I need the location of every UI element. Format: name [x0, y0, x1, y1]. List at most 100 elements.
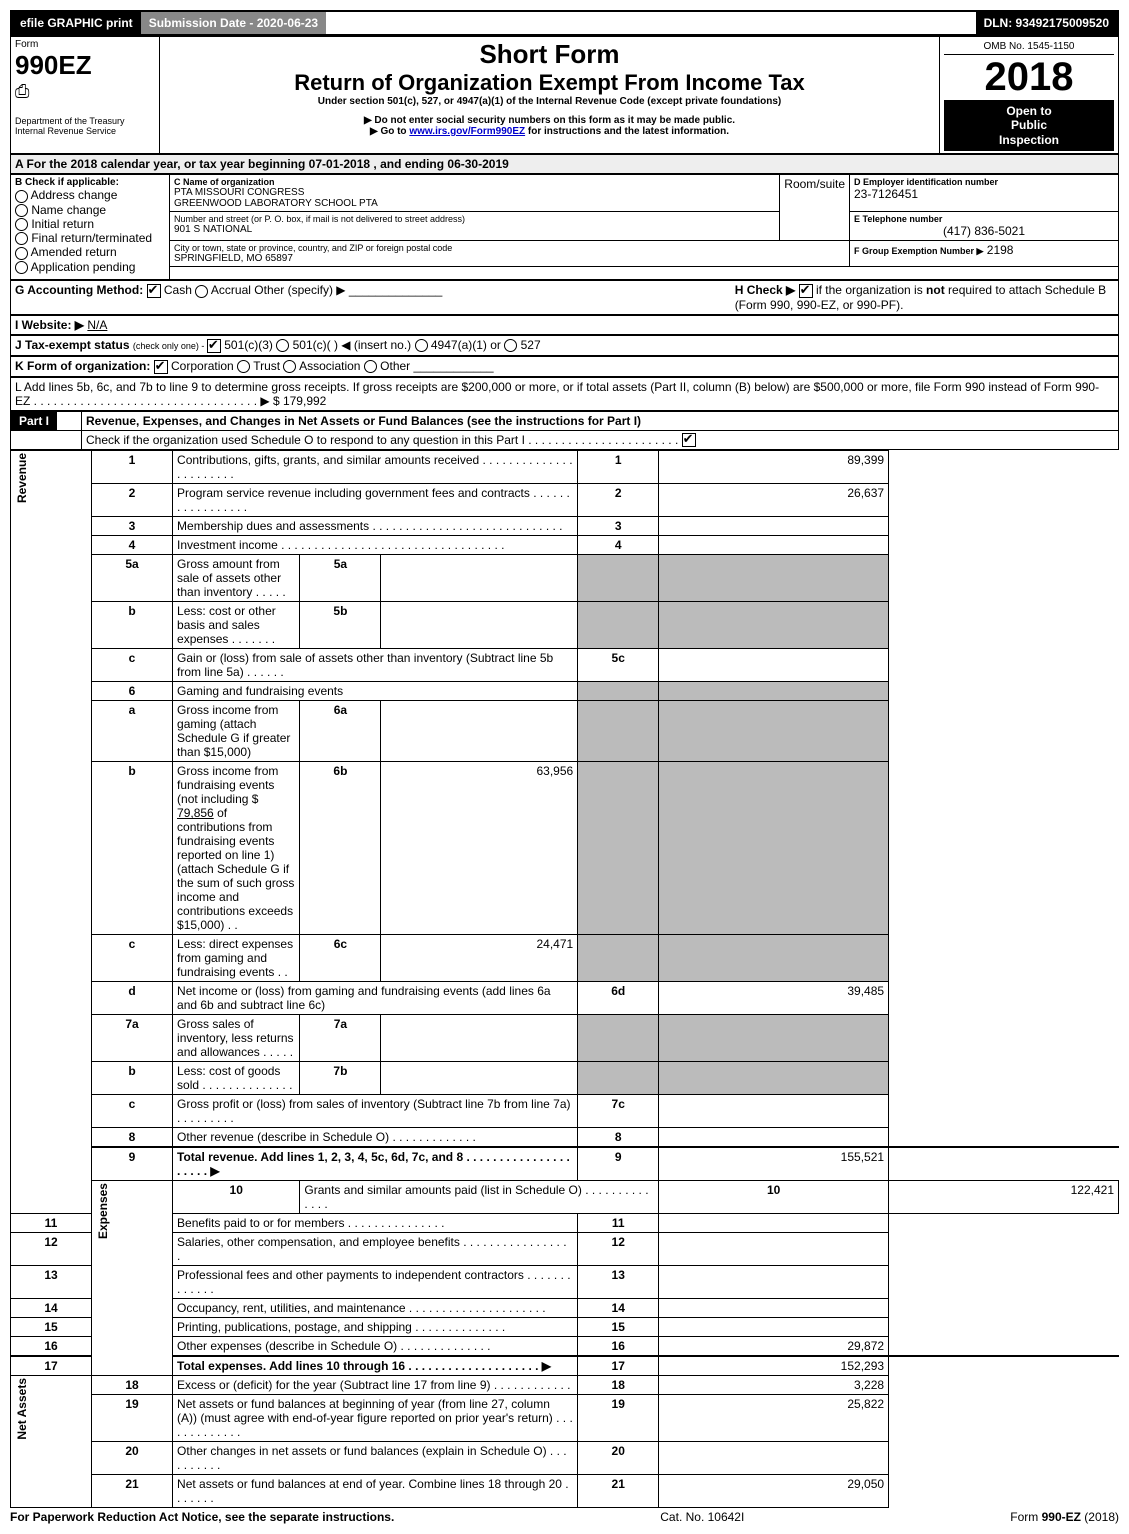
sub-val: 24,471: [381, 935, 578, 982]
sub-val: 63,956: [381, 762, 578, 935]
part-i-label: Part I: [11, 412, 57, 430]
row-val: [659, 1095, 889, 1128]
name-change-radio[interactable]: [15, 204, 28, 217]
opt-corporation: Corporation: [171, 359, 234, 373]
schedule-o-checkbox[interactable]: [682, 433, 696, 447]
row-num: 5a: [92, 555, 173, 602]
line-h-not: not: [926, 283, 945, 297]
form-word: Form: [15, 39, 155, 50]
row-num: b: [92, 602, 173, 649]
cash-checkbox[interactable]: [147, 284, 161, 298]
irs-link[interactable]: www.irs.gov/Form990EZ: [409, 126, 525, 137]
row-num: 20: [92, 1442, 173, 1475]
addr-change-radio[interactable]: [15, 190, 28, 203]
top-bar: efile GRAPHIC print Submission Date - 20…: [10, 10, 1119, 36]
period-end: 06-30-2019: [447, 157, 508, 171]
assoc-radio[interactable]: [283, 360, 296, 373]
opt-501c: 501(c)( ) ◀ (insert no.): [293, 338, 412, 352]
city-label: City or town, state or province, country…: [174, 243, 845, 253]
row-num: 16: [11, 1337, 92, 1357]
row-desc: Grants and similar amounts paid (list in…: [300, 1181, 659, 1214]
app-pending-radio[interactable]: [15, 261, 28, 274]
opt-501c3: 501(c)(3): [224, 338, 273, 352]
addr-label: Number and street (or P. O. box, if mail…: [174, 214, 775, 224]
row-ref: 13: [578, 1266, 659, 1299]
line-h-text3: (Form 990, 990-EZ, or 990-PF).: [735, 298, 904, 312]
other-org-radio[interactable]: [364, 360, 377, 373]
efile-graphic-print[interactable]: efile GRAPHIC print: [12, 12, 141, 34]
period-begin: 07-01-2018: [309, 157, 370, 171]
row-ref: 18: [578, 1376, 659, 1395]
inspect-line3: Inspection: [999, 133, 1059, 147]
corp-checkbox[interactable]: [154, 360, 168, 374]
dept-treasury: Department of the Treasury: [15, 116, 155, 126]
row-ref: 14: [578, 1299, 659, 1318]
sub-num: 5a: [300, 555, 381, 602]
row-val: [659, 1266, 889, 1299]
sub-num: 6c: [300, 935, 381, 982]
sub-num: 7b: [300, 1062, 381, 1095]
row-num: 6: [92, 682, 173, 701]
initial-return-radio[interactable]: [15, 218, 28, 231]
row-desc: Contributions, gifts, grants, and simila…: [173, 451, 578, 484]
accrual-label: Accrual: [211, 283, 251, 297]
line-i-label: I Website: ▶: [15, 318, 84, 332]
row-num: 10: [173, 1181, 300, 1214]
opt-name-change: Name change: [31, 203, 106, 217]
other-specify-label: Other (specify) ▶: [254, 283, 345, 297]
schedule-b-checkbox[interactable]: [799, 284, 813, 298]
revenue-side-label: Revenue: [15, 453, 29, 503]
row-desc: Other expenses (describe in Schedule O) …: [173, 1337, 578, 1357]
row-num: 18: [92, 1376, 173, 1395]
row-desc: Net assets or fund balances at end of ye…: [173, 1475, 578, 1508]
line-h-text1: if the organization is: [816, 283, 926, 297]
row-val: [659, 1299, 889, 1318]
line-j-note: (check only one) -: [133, 341, 207, 351]
row-ref: 21: [578, 1475, 659, 1508]
trust-radio[interactable]: [237, 360, 250, 373]
opt-address-change: Address change: [31, 188, 118, 202]
accrual-radio[interactable]: [195, 285, 208, 298]
501c-radio[interactable]: [276, 339, 289, 352]
501c3-checkbox[interactable]: [207, 339, 221, 353]
footer-right: Form 990-EZ (2018): [1010, 1510, 1119, 1524]
sub-val: [381, 1062, 578, 1095]
line-g-label: G Accounting Method:: [15, 283, 143, 297]
part-i-title: Revenue, Expenses, and Changes in Net As…: [82, 411, 1119, 430]
part-i-table: Revenue 1 Contributions, gifts, grants, …: [10, 450, 1119, 1508]
line-h-label: H Check ▶: [735, 283, 796, 297]
527-radio[interactable]: [504, 339, 517, 352]
l6b-amt: 79,856: [177, 806, 214, 820]
row-desc: Gain or (loss) from sale of assets other…: [173, 649, 578, 682]
row-val: 29,050: [659, 1475, 889, 1508]
row-num: 13: [11, 1266, 92, 1299]
row-ref: 15: [578, 1318, 659, 1337]
row-num: a: [92, 701, 173, 762]
amended-return-radio[interactable]: [15, 247, 28, 260]
sub-val: [381, 701, 578, 762]
row-ref: 6d: [578, 982, 659, 1015]
row-desc: Less: cost of goods sold . . . . . . . .…: [173, 1062, 300, 1095]
gray-cell: [578, 555, 659, 602]
box-c-label: C Name of organization: [174, 177, 775, 187]
row-num: 11: [11, 1214, 92, 1233]
row-ref: 11: [578, 1214, 659, 1233]
sub-val: [381, 555, 578, 602]
row-num: 9: [92, 1147, 173, 1181]
line-l-value: $ 179,992: [273, 394, 326, 408]
opt-other-org: Other: [380, 359, 410, 373]
row-desc: Gaming and fundraising events: [173, 682, 578, 701]
row-desc: Other revenue (describe in Schedule O) .…: [173, 1128, 578, 1148]
final-return-radio[interactable]: [15, 232, 28, 245]
row-ref: 2: [578, 484, 659, 517]
row-ref: 20: [578, 1442, 659, 1475]
4947-radio[interactable]: [415, 339, 428, 352]
row-num: 19: [92, 1395, 173, 1442]
row-num: 2: [92, 484, 173, 517]
telephone-value: (417) 836-5021: [854, 224, 1114, 238]
l6b-d2: of contributions from fundraising events…: [177, 806, 294, 932]
row-num: 21: [92, 1475, 173, 1508]
row-desc: Less: cost or other basis and sales expe…: [173, 602, 300, 649]
row-num: 7a: [92, 1015, 173, 1062]
box-b-title: B Check if applicable:: [15, 177, 165, 188]
